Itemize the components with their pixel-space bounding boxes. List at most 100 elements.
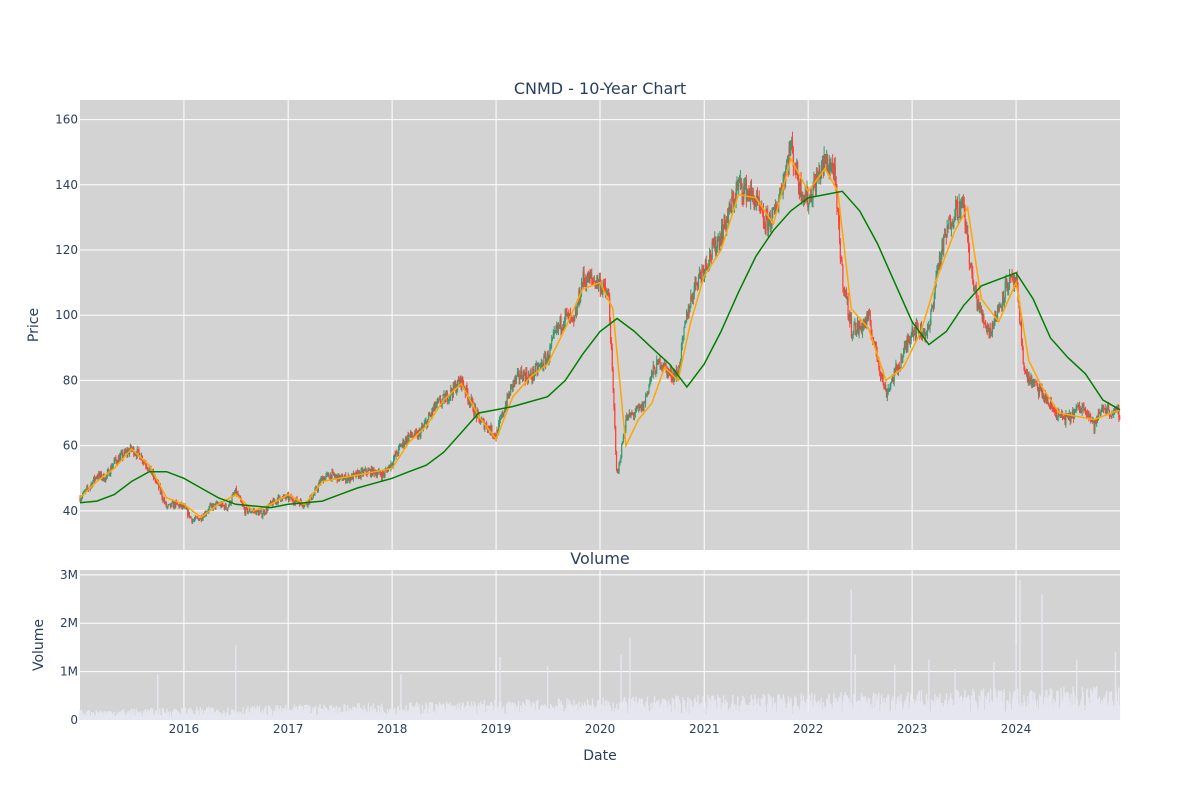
candle-body [850,318,852,322]
volume-bar [330,705,333,720]
candle-body [208,507,210,512]
volume-bar [130,717,132,720]
volume-bar [1044,706,1047,720]
volume-bar [120,712,122,720]
volume-bar [970,695,973,720]
candle-body [899,367,901,369]
volume-bar [1090,690,1093,720]
candle-body [991,323,994,333]
volume-bar [843,701,846,720]
candle-body [902,348,905,358]
volume-bar [221,714,224,720]
candle-body [701,268,703,278]
volume-bar [597,705,599,720]
candle-body [362,469,364,475]
candle-body [644,401,646,403]
volume-bar [140,713,142,720]
candle-body [356,471,358,477]
volume-bar [816,701,819,720]
volume-bar [737,696,739,720]
candle-body [146,465,148,468]
volume-bar [618,702,621,720]
volume-bar [560,700,562,720]
volume-bar [311,713,313,720]
volume-bar [517,700,520,720]
candle-body [85,488,87,491]
candle-body [364,468,366,471]
candle-body [1109,415,1111,417]
candle-body [892,377,894,383]
candle-body [759,205,761,207]
candle-body [351,474,353,480]
volume-bar [776,711,778,720]
candle-body [120,453,122,456]
volume-bar [151,711,153,720]
volume-bar [977,710,980,720]
volume-bar [731,702,733,720]
volume-bar [286,709,288,720]
candle-body [524,374,526,382]
volume-bar [369,707,372,720]
volume-bar [555,709,557,720]
volume-bar [300,714,303,720]
candle-body [690,296,692,307]
candle-body [1118,408,1120,418]
volume-bar [865,700,867,720]
volume-bar [1021,702,1023,720]
volume-bar [214,714,216,720]
volume-bar [745,704,748,720]
volume-bar [690,705,692,720]
candle-body [154,475,156,482]
candle-body [538,365,540,368]
volume-bar [626,703,628,720]
volume-bar [952,704,955,720]
volume-bar [104,711,107,720]
volume-bar [183,708,186,720]
volume-bar [767,693,770,720]
candle-body [660,366,662,368]
candle-body [227,507,229,510]
candle-body [834,165,836,177]
candle-body [169,503,171,505]
volume-bar [973,691,975,720]
volume-bar [811,706,814,720]
volume-bar [244,716,246,720]
volume-bar [128,713,130,720]
candle-body [507,394,509,398]
volume-bar [541,704,543,720]
volume-bar [632,696,634,720]
candle-body [1079,410,1082,413]
candle-body [704,259,706,271]
volume-bar [940,703,943,720]
volume-bar [292,710,295,720]
volume-bar [293,704,295,720]
candle-body [657,359,659,364]
volume-bar [324,707,327,720]
candle-body [827,171,829,173]
volume-bar [984,710,986,720]
candle-body [287,494,290,500]
volume-bar [576,704,578,720]
volume-bar [478,706,481,720]
volume-bar [137,713,140,720]
candle-body [157,481,160,488]
volume-bar [826,701,829,720]
candle-body [969,263,971,265]
volume-bar [223,713,226,720]
candle-body [1077,404,1079,407]
candle-body [756,194,759,201]
candle-body [380,475,383,479]
candle-body [365,468,367,473]
volume-bar [361,715,363,720]
volume-bar [664,699,666,720]
candle-body [838,222,841,242]
volume-bar [734,704,736,720]
volume-bar [220,712,222,720]
volume-bar [653,705,655,720]
candle-body [931,306,933,312]
candle-body [948,218,950,229]
volume-bar [526,699,528,720]
volume-bar [537,699,539,720]
candle-body [619,462,621,464]
volume-bar [1083,704,1085,720]
